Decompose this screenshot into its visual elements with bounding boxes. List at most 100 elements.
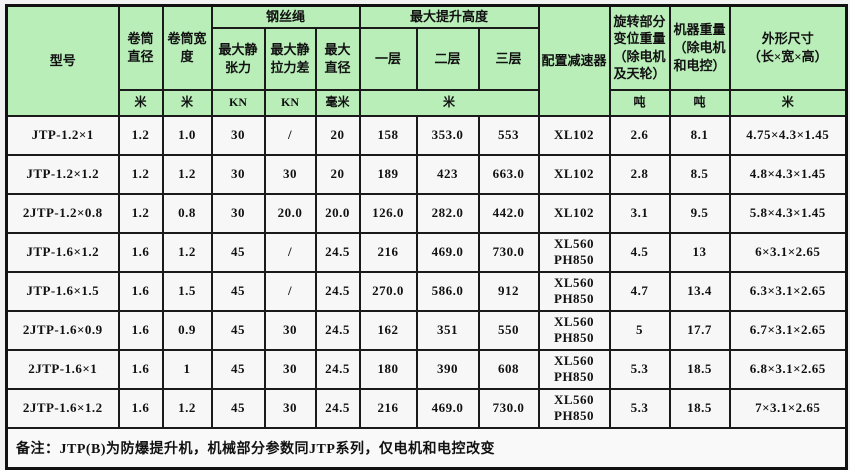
data-cell: 586.0	[415, 270, 480, 312]
data-cell: 18.5	[668, 348, 731, 390]
data-cell: 5.8×4.3×1.45	[728, 192, 848, 234]
header-drum-width: 卷筒宽度	[161, 4, 213, 91]
data-cell: 1.2	[161, 387, 213, 429]
data-cell: 30	[210, 114, 266, 156]
data-cell: 20	[314, 153, 361, 195]
table-row: JTP-1.2×1 1.2 1.0 30/20 158 353.0 553 XL102 2.6 8…	[5, 114, 848, 156]
unit-tension-diff: KN	[263, 88, 317, 117]
data-cell: 162	[358, 309, 418, 351]
data-cell: 45	[210, 309, 266, 351]
data-cell: 30	[210, 153, 266, 195]
data-cell: 24.5	[314, 270, 361, 312]
data-cell: XL102	[537, 114, 611, 156]
data-cell: 45	[210, 231, 266, 273]
data-cell: 6×3.1×2.65	[728, 231, 848, 273]
data-cell: 30	[263, 309, 317, 351]
header-layer2: 二层	[415, 26, 480, 91]
data-cell: 1.2	[117, 153, 164, 195]
data-cell: 8.5	[668, 153, 731, 195]
model-cell: 2JTP-1.6×0.9	[5, 309, 120, 351]
header-machine-weight: 机器重量 （除电机 和电控）	[668, 4, 731, 91]
data-cell: 1	[161, 348, 213, 390]
data-cell: /	[263, 114, 317, 156]
data-cell: 912	[477, 270, 540, 312]
data-cell: 553	[477, 114, 540, 156]
header-layer3: 三层	[477, 26, 540, 91]
unit-tension: KN	[210, 88, 266, 117]
unit-dimensions: 米	[728, 88, 848, 117]
data-cell: 126.0	[358, 192, 418, 234]
data-cell: 20.0	[314, 192, 361, 234]
data-cell: 30	[210, 192, 266, 234]
unit-rope-diameter: 毫米	[314, 88, 361, 117]
data-cell: 608	[477, 348, 540, 390]
header-model: 型号	[5, 4, 120, 117]
data-cell: XL102	[537, 192, 611, 234]
data-cell: XL560 PH850	[537, 387, 611, 429]
model-cell: JTP-1.2×1	[5, 114, 120, 156]
table-row: JTP-1.6×1.5 1.6 1.5 45/24.5 270.0 586.0 912 XL5…	[5, 270, 848, 312]
table-row: 2JTP-1.2×0.8 1.2 0.8 30 20.0 20.0 126.0 282.0 44…	[5, 192, 848, 234]
data-cell: 1.6	[117, 309, 164, 351]
model-cell: JTP-1.6×1.2	[5, 231, 120, 273]
data-cell: 5	[608, 309, 671, 351]
header-wire-rope-group: 钢丝绳	[210, 4, 361, 29]
table-body: JTP-1.2×1 1.2 1.0 30/20 158 353.0 553 XL102 2.6 8…	[5, 114, 848, 429]
data-cell: 1.0	[161, 114, 213, 156]
data-cell: 45	[210, 270, 266, 312]
data-cell: 1.2	[161, 153, 213, 195]
data-cell: 351	[415, 309, 480, 351]
unit-drum-diameter: 米	[117, 88, 164, 117]
data-cell: 24.5	[314, 309, 361, 351]
data-cell: 4.75×4.3×1.45	[728, 114, 848, 156]
data-cell: 45	[210, 387, 266, 429]
data-cell: 730.0	[477, 231, 540, 273]
data-cell: 1.2	[161, 231, 213, 273]
header-max-diameter: 最大直径	[314, 26, 361, 91]
spec-table: 型号 卷筒直径 卷筒宽度 钢丝绳 最大提升高度 配置减速器 旋转部分 变位重量 …	[5, 4, 849, 470]
data-cell: 4.7	[608, 270, 671, 312]
header-reducer: 配置减速器	[537, 4, 611, 117]
data-cell: 270.0	[358, 270, 418, 312]
table-header: 型号 卷筒直径 卷筒宽度 钢丝绳 最大提升高度 配置减速器 旋转部分 变位重量 …	[5, 4, 848, 117]
data-cell: 1.6	[117, 231, 164, 273]
data-cell: 24.5	[314, 348, 361, 390]
data-cell: 442.0	[477, 192, 540, 234]
data-cell: /	[263, 270, 317, 312]
data-cell: 6.7×3.1×2.65	[728, 309, 848, 351]
data-cell: 6.8×3.1×2.65	[728, 348, 848, 390]
header-rotating-weight: 旋转部分 变位重量 （除电机 及天轮）	[608, 4, 671, 91]
data-cell: 1.6	[117, 387, 164, 429]
data-cell: 216	[358, 231, 418, 273]
data-cell: 18.5	[668, 387, 731, 429]
data-cell: 30	[263, 387, 317, 429]
unit-lift-height: 米	[358, 88, 540, 117]
data-cell: 1.2	[117, 114, 164, 156]
data-cell: 1.6	[117, 270, 164, 312]
data-cell: XL560 PH850	[537, 309, 611, 351]
data-cell: XL560 PH850	[537, 270, 611, 312]
table-row: 2JTP-1.6×1 1.6 1 45 30 24.5 180 390 608 XL560 PH8…	[5, 348, 848, 390]
header-dimensions: 外形尺寸 （长×宽×高）	[728, 4, 848, 91]
data-cell: 9.5	[668, 192, 731, 234]
data-cell: 423	[415, 153, 480, 195]
data-cell: XL102	[537, 153, 611, 195]
data-cell: 6.3×3.1×2.65	[728, 270, 848, 312]
header-layer1: 一层	[358, 26, 418, 91]
data-cell: 353.0	[415, 114, 480, 156]
data-cell: 24.5	[314, 387, 361, 429]
data-cell: 5.3	[608, 387, 671, 429]
data-cell: 1.5	[161, 270, 213, 312]
table-row: JTP-1.6×1.2 1.6 1.2 45/24.5 216 469.0 730.0 XL5…	[5, 231, 848, 273]
data-cell: 282.0	[415, 192, 480, 234]
data-cell: 13	[668, 231, 731, 273]
unit-drum-width: 米	[161, 88, 213, 117]
data-cell: 663.0	[477, 153, 540, 195]
model-cell: JTP-1.6×1.5	[5, 270, 120, 312]
data-cell: XL560 PH850	[537, 348, 611, 390]
header-row-units: 米 米 KN KN 毫米 米 吨 吨 米	[7, 88, 848, 117]
data-cell: 0.9	[161, 309, 213, 351]
data-cell: 20	[314, 114, 361, 156]
data-cell: 2.8	[608, 153, 671, 195]
header-lift-height-group: 最大提升高度	[358, 4, 540, 29]
